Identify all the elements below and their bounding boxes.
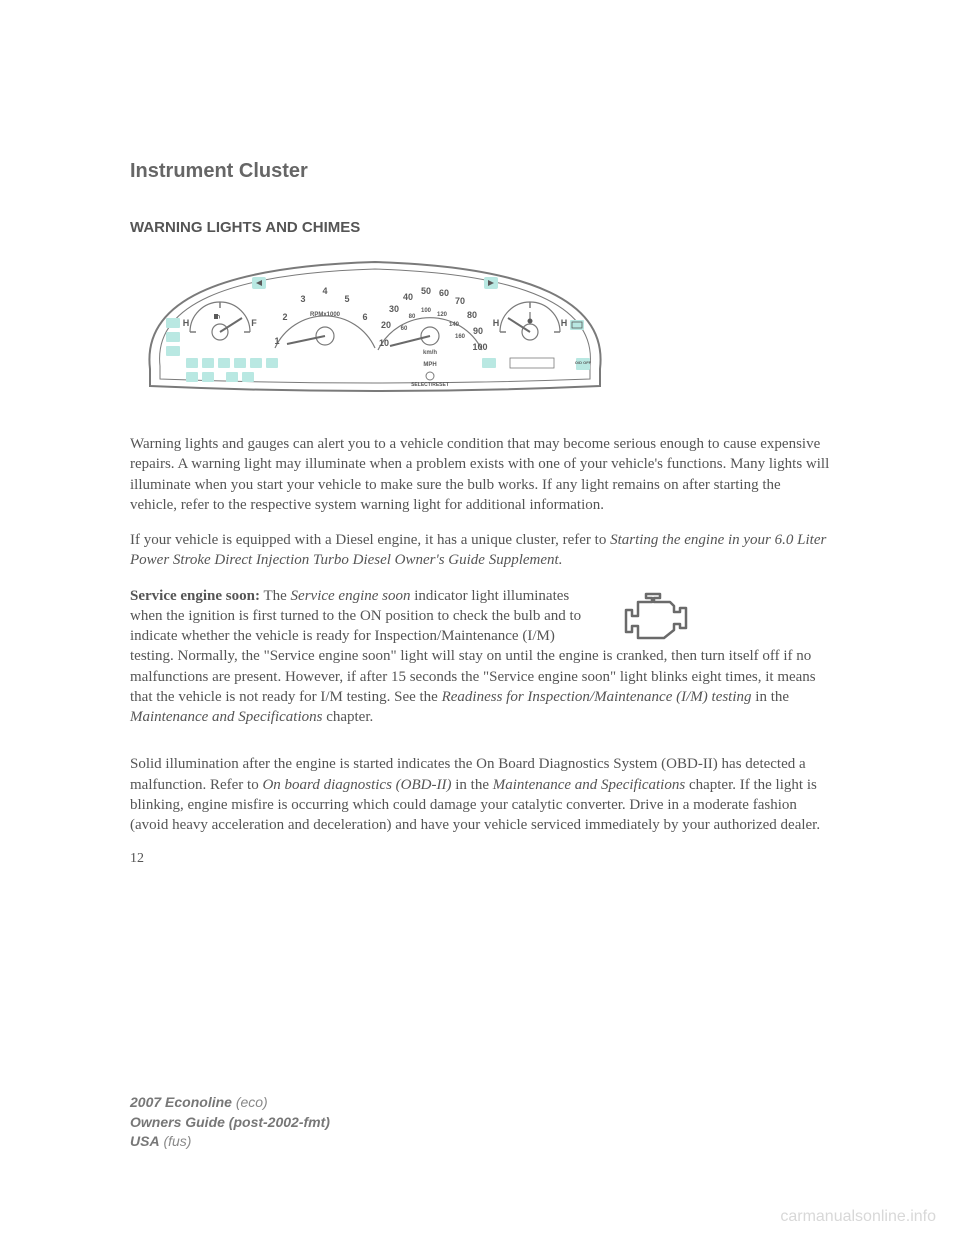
p4-b: On board diagnostics (OBD-II) xyxy=(262,777,451,793)
svg-text:O/D OFF: O/D OFF xyxy=(575,360,592,365)
footer-l2: Owners Guide (post-2002-fmt) xyxy=(130,1114,330,1130)
temp-h1: H xyxy=(493,318,500,328)
svg-text:RPMx1000: RPMx1000 xyxy=(310,312,341,318)
p2-text: If your vehicle is equipped with a Diese… xyxy=(130,532,610,548)
page-number: 12 xyxy=(130,851,830,867)
p4-d: Maintenance and Specifications xyxy=(493,777,685,793)
svg-text:SELECT/RESET: SELECT/RESET xyxy=(411,382,449,388)
p3-d: Maintenance and Specifications xyxy=(130,709,322,725)
p3-e: chapter. xyxy=(322,709,373,725)
svg-text:30: 30 xyxy=(389,304,399,314)
p3-b: Readiness for Inspection/Maintenance (I/… xyxy=(442,689,752,705)
svg-text:50: 50 xyxy=(421,286,431,296)
svg-text:1: 1 xyxy=(274,336,279,346)
svg-text:90: 90 xyxy=(473,326,483,336)
footer-l3-bold: USA xyxy=(130,1133,160,1149)
p3-bold: Service engine soon: xyxy=(130,588,260,604)
svg-text:40: 40 xyxy=(403,292,413,302)
footer-l3-rest: (fus) xyxy=(160,1133,192,1149)
svg-text:MPH: MPH xyxy=(423,362,436,368)
svg-text:100: 100 xyxy=(472,342,487,352)
svg-text:2: 2 xyxy=(282,312,287,322)
temp-h2: H xyxy=(561,318,568,328)
svg-text:70: 70 xyxy=(455,296,465,306)
p4-c: in the xyxy=(451,777,492,793)
instrument-cluster-diagram: H F H H xyxy=(130,254,620,404)
service-engine-icon xyxy=(616,590,690,640)
svg-text:4: 4 xyxy=(322,286,327,296)
svg-text:80: 80 xyxy=(467,310,477,320)
fuel-f: F xyxy=(251,318,257,328)
svg-text:3: 3 xyxy=(300,294,305,304)
svg-text:60: 60 xyxy=(401,326,408,332)
chapter-title: Instrument Cluster xyxy=(130,160,830,183)
p3-a: indicator light illuminates when the ign… xyxy=(130,588,816,705)
footer-l1-rest: (eco) xyxy=(232,1094,268,1110)
svg-text:km/h: km/h xyxy=(423,350,437,356)
svg-text:80: 80 xyxy=(409,314,416,320)
footer: 2007 Econoline (eco) Owners Guide (post-… xyxy=(130,1093,330,1152)
p3-after: The xyxy=(260,588,291,604)
p3-c: in the xyxy=(752,689,790,705)
p3-italic1: Service engine soon xyxy=(291,588,411,604)
svg-text:6: 6 xyxy=(362,312,367,322)
svg-text:160: 160 xyxy=(455,334,466,340)
fuel-h: H xyxy=(183,318,190,328)
svg-text:120: 120 xyxy=(437,312,448,318)
paragraph-2: If your vehicle is equipped with a Diese… xyxy=(130,530,830,571)
svg-text:20: 20 xyxy=(381,320,391,330)
section-heading: WARNING LIGHTS AND CHIMES xyxy=(130,219,830,236)
svg-text:5: 5 xyxy=(344,294,349,304)
footer-l1-bold: 2007 Econoline xyxy=(130,1094,232,1110)
paragraph-1: Warning lights and gauges can alert you … xyxy=(130,434,830,515)
svg-text:60: 60 xyxy=(439,288,449,298)
paragraph-4: Solid illumination after the engine is s… xyxy=(130,754,830,835)
paragraph-3: Service engine soon: The Service engine … xyxy=(130,586,830,728)
svg-text:100: 100 xyxy=(421,308,432,314)
watermark: carmanualsonline.info xyxy=(780,1208,936,1226)
svg-text:10: 10 xyxy=(379,338,389,348)
svg-text:140: 140 xyxy=(449,322,460,328)
